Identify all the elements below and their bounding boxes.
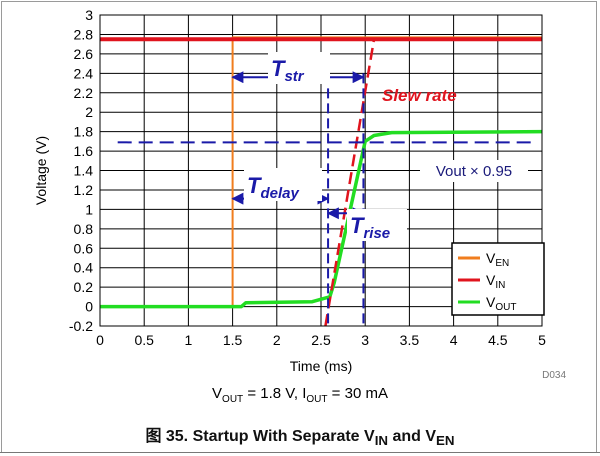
figure-caption: 图 35. Startup With Separate VIN and VEN [0, 422, 600, 448]
y-axis-label: Voltage (V) [33, 136, 49, 205]
x-tick-label: 1 [185, 332, 193, 348]
y-tick-label: 2.4 [74, 65, 94, 81]
document-id: D034 [542, 370, 566, 381]
x-tick-label: 2 [273, 332, 281, 348]
t-rise-label: Trise [350, 213, 390, 242]
y-tick-label: 3 [85, 7, 93, 23]
x-tick-label: 2.5 [311, 332, 331, 348]
condition-i-rest: = 30 mA [328, 385, 388, 402]
t-str-label-bg [268, 52, 330, 84]
condition-i-main: I [302, 385, 306, 402]
x-tick-label: 4.5 [488, 332, 508, 348]
y-tick-label: 1.6 [74, 143, 94, 159]
vout-095-label-bg [420, 160, 528, 182]
legend-label-main: V [486, 294, 496, 310]
x-tick-label: 4 [450, 332, 458, 348]
y-tick-label: 2.2 [74, 85, 94, 101]
x-tick-label: 3.5 [400, 332, 420, 348]
legend-label-sub: OUT [495, 302, 516, 313]
condition-i-sub: OUT [306, 394, 327, 405]
slew-rate-line [324, 39, 376, 327]
x-tick-label: 5 [538, 332, 546, 348]
x-tick-label: 3 [361, 332, 369, 348]
legend-label: VEN [486, 250, 509, 269]
y-tick-label: 2 [85, 104, 93, 120]
y-tick-label: 0.2 [74, 279, 94, 295]
slew-rate-label: Slew rate [382, 86, 457, 105]
t-str-label: Tstr [271, 56, 305, 85]
test-condition: VOUT = 1.8 V, IOUT = 30 mA [212, 385, 388, 405]
t-str-label-main: T [271, 56, 286, 81]
y-tick-label: 2.6 [74, 46, 94, 62]
y-tick-label: 1 [85, 201, 93, 217]
legend-label-main: V [486, 272, 496, 288]
x-tick-label: 0 [96, 332, 104, 348]
x-tick-label: 0.5 [134, 332, 154, 348]
caption-sub-en: EN [436, 433, 455, 449]
y-tick-label: 0.8 [74, 221, 94, 237]
y-tick-label: 1.8 [74, 124, 94, 140]
legend-label: VOUT [486, 294, 516, 313]
caption-mid: and V [388, 428, 437, 445]
vout-095-label: Vout × 0.95 [436, 163, 512, 180]
legend-label-sub: IN [495, 280, 505, 291]
condition-v-sub: OUT [222, 394, 243, 405]
caption-prefix: 图 35. Startup With Separate V [145, 428, 375, 445]
y-tick-label: 0.6 [74, 240, 94, 256]
t-rise-label-main: T [350, 213, 365, 238]
legend-label-main: V [486, 250, 496, 266]
y-tick-label: 1.4 [74, 163, 94, 179]
condition-v-rest: = 1.8 V, [243, 385, 302, 402]
x-tick-label: 1.5 [223, 332, 243, 348]
t-rise-label-bg [347, 209, 407, 241]
plot-border [99, 14, 543, 327]
x-axis-label: Time (ms) [290, 358, 352, 374]
t-delay-label-sub: delay [260, 185, 299, 202]
condition-v-main: V [212, 385, 222, 402]
t-rise-label-sub: rise [363, 225, 390, 242]
t-delay-label: Tdelay [247, 173, 299, 202]
startup-chart: 0 0.5 1 1.5 2 2.5 3 3.5 4 4.5 5-0.200.20.40.60.811… [33, 7, 566, 405]
y-tick-label: 0 [85, 299, 93, 315]
tick-labels: 0 0.5 1 1.5 2 2.5 3 3.5 4 4.5 5-0.200.20.40.60.811… [69, 7, 546, 348]
t-delay-label-main: T [247, 173, 262, 198]
t-delay-label-bg [244, 168, 322, 201]
y-tick-label: 2.8 [74, 26, 94, 42]
caption-sub-in: IN [374, 433, 389, 449]
y-tick-label: 1.2 [74, 182, 94, 198]
legend-label: VIN [486, 272, 505, 291]
t-str-label-sub: str [284, 68, 304, 85]
y-tick-label: -0.2 [69, 318, 93, 334]
caption-rule [0, 452, 600, 453]
y-tick-label: 0.4 [74, 260, 94, 276]
legend-label-sub: EN [495, 258, 509, 269]
